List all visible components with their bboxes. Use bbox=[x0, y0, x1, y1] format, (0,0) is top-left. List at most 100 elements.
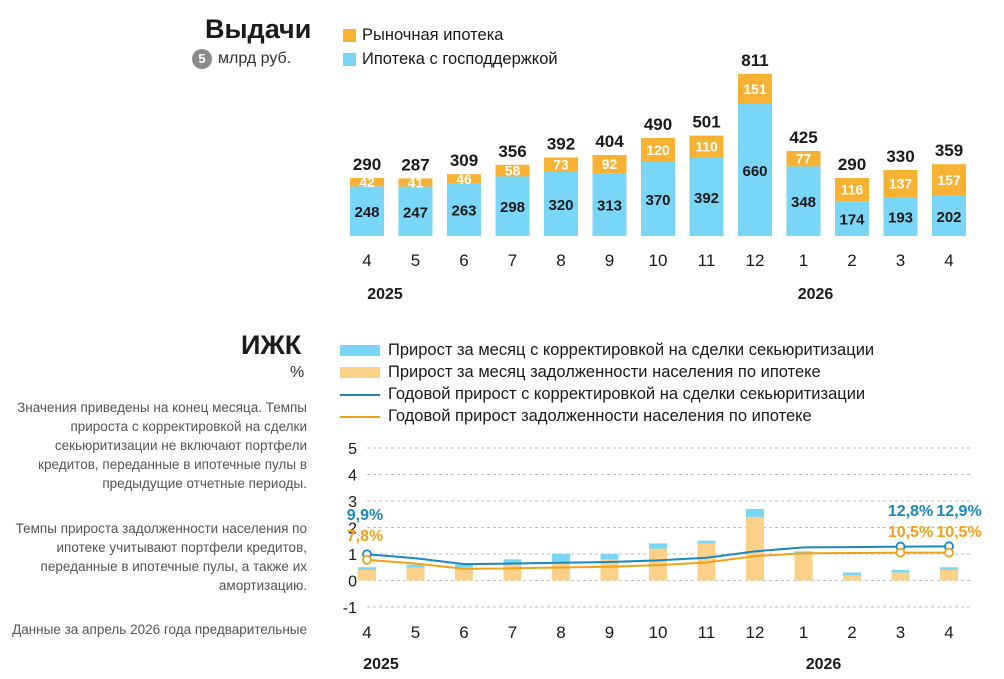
label-state-3: 298 bbox=[500, 199, 525, 216]
issuance-unit-row: 5 млрд руб. bbox=[192, 49, 291, 69]
label-state-1: 247 bbox=[403, 204, 428, 221]
label-market-9: 77 bbox=[796, 151, 812, 167]
label-state-8: 660 bbox=[742, 163, 767, 180]
label-market-6: 120 bbox=[646, 142, 670, 158]
tick-x-7: 11 bbox=[698, 251, 716, 270]
line-annual-adj bbox=[366, 545, 950, 566]
bar-debt-8 bbox=[746, 516, 764, 581]
bar-market-6 bbox=[641, 138, 675, 162]
annot-debt-0: 7,8% bbox=[347, 528, 383, 545]
annot-debt-1: 10,5% bbox=[888, 524, 933, 541]
line-annual-debt bbox=[366, 551, 949, 570]
tick-x2-7: 11 bbox=[698, 623, 716, 642]
bar-market-4 bbox=[544, 157, 578, 172]
label-total-7: 501 bbox=[692, 113, 720, 132]
label-state-5: 313 bbox=[597, 198, 622, 215]
line-annual-debt-marker-12 bbox=[944, 547, 954, 558]
label-state-9: 348 bbox=[791, 194, 816, 211]
tick-x2-10: 2 bbox=[847, 623, 856, 642]
label-total-9: 425 bbox=[789, 128, 817, 147]
legend-state-swatch bbox=[343, 53, 356, 66]
bar-state-5 bbox=[592, 173, 627, 236]
issuance-badge: 5 bbox=[192, 49, 212, 69]
tick-y-3: 2 bbox=[348, 521, 357, 538]
tick-x2-12: 4 bbox=[944, 623, 953, 642]
legend-izhk-0-swatch bbox=[340, 345, 380, 356]
tick-x-9: 1 bbox=[799, 251, 808, 270]
legend-izhk-2-label: Годовой прирост с корректировкой на сдел… bbox=[388, 385, 866, 403]
label-market-7: 110 bbox=[695, 139, 718, 155]
tick-x2-9: 1 bbox=[799, 623, 808, 642]
tick-x2-2: 6 bbox=[459, 623, 468, 642]
legend-izhk-0: Прирост за месяц с корректировкой на сде… bbox=[340, 341, 874, 360]
annot-adj-2: 12,9% bbox=[936, 503, 981, 520]
year2-label-0: 2025 bbox=[363, 656, 399, 673]
bar-debt-3 bbox=[503, 564, 522, 581]
tick-x2-4: 8 bbox=[556, 623, 565, 642]
label-total-11: 330 bbox=[886, 147, 914, 166]
annot-adj-1: 12,8% bbox=[888, 503, 933, 520]
tick-x2-6: 10 bbox=[649, 623, 668, 642]
bar-state-6 bbox=[641, 162, 675, 236]
tick-x-5: 9 bbox=[605, 251, 614, 270]
bar-state-2 bbox=[447, 183, 481, 236]
bar-market-9 bbox=[786, 151, 821, 167]
bar-market-1 bbox=[398, 178, 433, 187]
bar-state-4 bbox=[544, 172, 578, 236]
izhk-title: ИЖК bbox=[241, 330, 302, 360]
tick-y-2: 3 bbox=[348, 494, 357, 511]
bar-state-0 bbox=[350, 186, 384, 236]
label-total-4: 392 bbox=[547, 134, 575, 153]
bar-market-7 bbox=[689, 135, 724, 158]
bar-state-12 bbox=[932, 195, 966, 236]
bar-market-2 bbox=[447, 174, 481, 184]
annot-debt-2: 10,5% bbox=[936, 524, 981, 541]
label-market-1: 41 bbox=[408, 175, 424, 191]
tick-x2-1: 5 bbox=[411, 623, 420, 642]
label-market-3: 58 bbox=[505, 163, 521, 179]
label-state-10: 174 bbox=[839, 212, 865, 229]
tick-x2-5: 9 bbox=[605, 623, 614, 642]
tick-x-2: 6 bbox=[459, 251, 468, 270]
legend-izhk-2: Годовой прирост с корректировкой на сдел… bbox=[340, 385, 865, 404]
bar-market-0 bbox=[350, 178, 384, 187]
label-market-5: 92 bbox=[602, 156, 618, 172]
bar-state-11 bbox=[883, 197, 918, 236]
legend-market-label: Рыночная ипотека bbox=[362, 26, 504, 44]
label-total-10: 290 bbox=[838, 155, 866, 174]
bar-state-7 bbox=[689, 157, 724, 236]
label-state-0: 248 bbox=[354, 204, 379, 221]
tick-x-6: 10 bbox=[649, 251, 668, 270]
bar-state-1 bbox=[398, 186, 433, 236]
bar-state-3 bbox=[495, 176, 530, 236]
year2-label-1: 2026 bbox=[806, 656, 842, 673]
legend-market: Рыночная ипотека bbox=[343, 26, 503, 45]
bar-debt-9 bbox=[794, 554, 813, 581]
label-market-12: 157 bbox=[937, 172, 961, 188]
annot-adj-0: 9,9% bbox=[347, 507, 383, 524]
tick-x-8: 12 bbox=[746, 251, 765, 270]
tick-y-0: 5 bbox=[348, 441, 357, 458]
label-total-1: 287 bbox=[401, 155, 429, 174]
tick-x-1: 5 bbox=[411, 251, 420, 270]
tick-x2-3: 7 bbox=[508, 623, 517, 642]
legend-izhk-3-label: Годовой прирост задолженности населения … bbox=[388, 407, 812, 425]
bar-debt-1 bbox=[406, 567, 425, 581]
label-total-12: 359 bbox=[935, 141, 963, 160]
bar-market-10 bbox=[835, 178, 869, 202]
bar-debt-2 bbox=[455, 567, 473, 581]
issuance-chart: 2484229042474128752634630962985835673207… bbox=[350, 51, 966, 303]
label-state-12: 202 bbox=[936, 209, 961, 226]
tick-x2-0: 4 bbox=[362, 623, 371, 642]
label-state-2: 263 bbox=[451, 203, 476, 220]
legend-state-label: Ипотека с господдержкой bbox=[362, 50, 558, 68]
legend-izhk-0-label: Прирост за месяц с корректировкой на сде… bbox=[388, 341, 875, 359]
label-market-4: 73 bbox=[553, 157, 569, 173]
label-state-6: 370 bbox=[645, 192, 670, 209]
label-state-7: 392 bbox=[694, 190, 719, 207]
legend-izhk-2-swatch bbox=[340, 393, 380, 396]
izhk-note-1: Значения приведены на конец месяца. Темп… bbox=[17, 400, 307, 491]
bar-state-9 bbox=[786, 166, 821, 236]
label-total-2: 309 bbox=[450, 151, 478, 170]
